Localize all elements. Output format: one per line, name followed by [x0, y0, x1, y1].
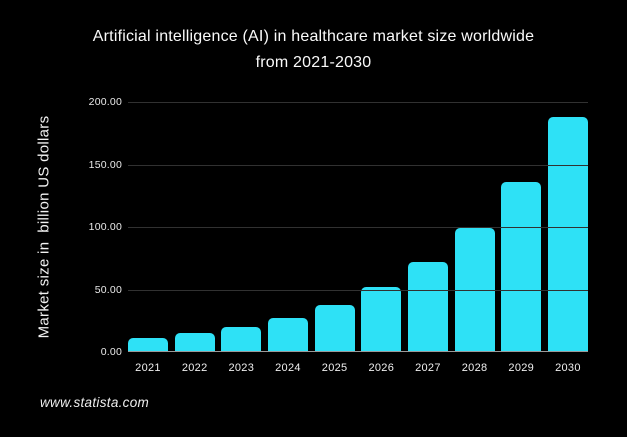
bar-2029 — [501, 182, 542, 352]
x-axis-label-2023: 2023 — [228, 362, 255, 374]
bar-column-2030: 2030 — [547, 102, 588, 374]
chart-title-line2: from 2021-2030 — [255, 54, 372, 71]
bar-column-2025: 2025 — [314, 102, 355, 374]
x-axis-label-2029: 2029 — [508, 362, 535, 374]
bar-2026 — [361, 287, 402, 352]
chart-title: Artificial intelligence (AI) in healthca… — [0, 24, 627, 76]
bar-2021 — [128, 338, 168, 352]
bar-column-2029: 2029 — [501, 102, 542, 374]
bar-2030 — [547, 117, 588, 352]
x-axis-label-2021: 2021 — [135, 362, 161, 374]
bar-column-2023: 2023 — [221, 102, 262, 374]
bar-column-2026: 2026 — [361, 102, 402, 374]
bar-2027 — [407, 262, 448, 352]
bar-2022 — [174, 333, 215, 352]
x-axis-line — [128, 351, 588, 352]
y-axis-tick-labels: 200.00 150.00 100.00 50.00 0.00 — [0, 96, 122, 358]
x-axis-label-2025: 2025 — [321, 362, 348, 374]
source-link: www.statista.com — [40, 395, 150, 410]
bar-2023 — [221, 327, 262, 352]
x-axis-label-2027: 2027 — [415, 362, 441, 374]
y-tick-label-0: 0.00 — [100, 346, 122, 358]
gridline-150 — [128, 164, 588, 166]
bar-column-2027: 2027 — [407, 102, 448, 374]
y-tick-label-100: 100.00 — [88, 221, 122, 233]
bar-column-2021: 2021 — [128, 102, 168, 374]
x-axis-label-2024: 2024 — [275, 362, 301, 374]
y-tick-label-50: 50.00 — [94, 283, 122, 296]
plot-area: 2021 2022 2023 2024 2025 2026 2027 2028 2029 2030 — [128, 102, 588, 374]
gridline-50 — [128, 289, 588, 291]
bar-2025 — [314, 304, 355, 352]
chart-title-line1: Artificial intelligence (AI) in healthca… — [92, 28, 535, 45]
x-axis-label-2030: 2030 — [555, 362, 581, 374]
bar-column-2022: 2022 — [174, 102, 215, 374]
gridline-100 — [128, 227, 588, 228]
bar-column-2024: 2024 — [267, 102, 308, 374]
y-tick-label-200: 200.00 — [88, 96, 122, 108]
x-axis-label-2022: 2022 — [181, 362, 208, 374]
x-axis-label-2028: 2028 — [461, 362, 488, 374]
y-tick-label-150: 150.00 — [88, 158, 122, 171]
x-axis-label-2026: 2026 — [368, 362, 395, 374]
bar-2024 — [267, 318, 308, 352]
gridline-200 — [128, 102, 588, 103]
